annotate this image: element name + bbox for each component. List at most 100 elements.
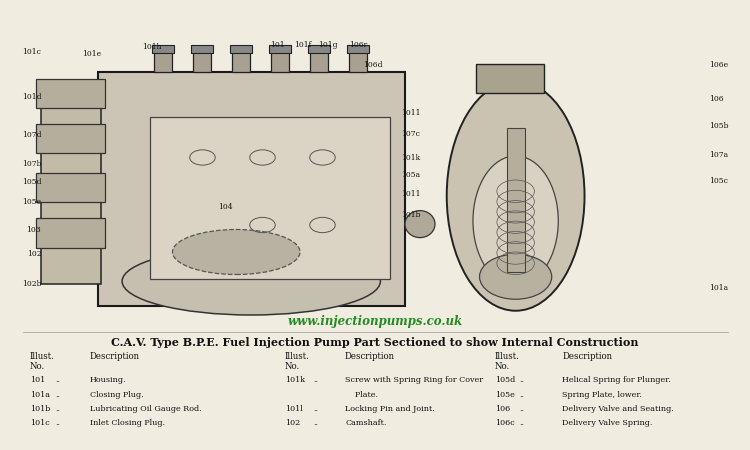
Text: Inlet Closing Plug.: Inlet Closing Plug.	[90, 419, 165, 428]
Text: Screw with Spring Ring for Cover: Screw with Spring Ring for Cover	[345, 376, 483, 384]
FancyBboxPatch shape	[98, 72, 405, 306]
Text: 101f: 101f	[294, 41, 311, 49]
Text: 101e: 101e	[82, 50, 101, 58]
Text: 106c: 106c	[495, 419, 514, 428]
Text: 101: 101	[270, 41, 285, 49]
Text: 105c: 105c	[709, 177, 728, 185]
Text: 105e: 105e	[495, 391, 514, 399]
Text: 101h: 101h	[142, 43, 161, 51]
Text: ..: ..	[314, 405, 319, 413]
Text: 107a: 107a	[709, 151, 728, 159]
Text: Helical Spring for Plunger.: Helical Spring for Plunger.	[562, 376, 671, 384]
FancyBboxPatch shape	[36, 218, 105, 248]
FancyBboxPatch shape	[150, 117, 390, 279]
Text: 101l: 101l	[285, 405, 303, 413]
Text: 107b: 107b	[22, 160, 41, 168]
FancyBboxPatch shape	[41, 90, 101, 284]
Text: 102: 102	[285, 419, 300, 428]
Ellipse shape	[473, 156, 558, 286]
Text: Spring Plate, lower.: Spring Plate, lower.	[562, 391, 642, 399]
Text: 106: 106	[709, 95, 723, 103]
Text: Plate.: Plate.	[345, 391, 378, 399]
Ellipse shape	[479, 254, 552, 299]
Text: 105b: 105b	[709, 122, 728, 130]
Ellipse shape	[447, 81, 584, 311]
Text: Description: Description	[562, 352, 613, 361]
Text: ..: ..	[55, 405, 60, 413]
FancyBboxPatch shape	[36, 173, 105, 202]
Text: 101g: 101g	[318, 41, 338, 49]
FancyBboxPatch shape	[36, 79, 105, 108]
Text: 107d: 107d	[22, 131, 41, 139]
Ellipse shape	[122, 248, 380, 315]
Text: 105d: 105d	[495, 376, 515, 384]
FancyBboxPatch shape	[507, 128, 525, 272]
Ellipse shape	[405, 211, 435, 238]
Text: 1011: 1011	[401, 190, 421, 198]
FancyBboxPatch shape	[349, 49, 367, 72]
Text: Description: Description	[90, 352, 140, 361]
Text: ..: ..	[314, 419, 319, 428]
FancyBboxPatch shape	[152, 45, 174, 53]
Text: C.A.V. Type B.P.E. Fuel Injection Pump Part Sectioned to show Internal Construct: C.A.V. Type B.P.E. Fuel Injection Pump P…	[111, 338, 639, 348]
Text: 104: 104	[217, 203, 232, 211]
Text: ..: ..	[520, 419, 525, 428]
Text: 101c: 101c	[30, 419, 50, 428]
Text: ..: ..	[520, 391, 525, 399]
Text: Illust.: Illust.	[285, 352, 310, 361]
Text: Locking Pin and Joint.: Locking Pin and Joint.	[345, 405, 435, 413]
Text: Lubricating Oil Gauge Rod.: Lubricating Oil Gauge Rod.	[90, 405, 202, 413]
Text: 101a: 101a	[30, 391, 50, 399]
Text: 102: 102	[27, 250, 41, 258]
Text: 101d: 101d	[22, 93, 41, 101]
Text: 105d: 105d	[22, 178, 41, 186]
Text: 101k: 101k	[401, 154, 420, 162]
FancyBboxPatch shape	[308, 45, 330, 53]
Text: ..: ..	[520, 405, 525, 413]
Text: 101b: 101b	[401, 211, 421, 219]
Text: ..: ..	[55, 419, 60, 428]
Text: 106e: 106e	[709, 61, 728, 69]
Text: Housing.: Housing.	[90, 376, 127, 384]
Text: ..: ..	[55, 391, 60, 399]
Text: Camshaft.: Camshaft.	[345, 419, 386, 428]
Text: 103: 103	[26, 226, 41, 234]
FancyBboxPatch shape	[230, 45, 252, 53]
FancyBboxPatch shape	[193, 49, 211, 72]
Text: 105e: 105e	[22, 198, 41, 207]
Text: No.: No.	[30, 362, 45, 371]
Ellipse shape	[172, 230, 300, 274]
FancyBboxPatch shape	[346, 45, 369, 53]
FancyBboxPatch shape	[190, 45, 213, 53]
Text: 106r: 106r	[350, 41, 368, 49]
Text: 106: 106	[495, 405, 510, 413]
Text: Delivery Valve Spring.: Delivery Valve Spring.	[562, 419, 652, 428]
FancyBboxPatch shape	[154, 49, 172, 72]
Text: 101c: 101c	[22, 48, 41, 56]
Text: No.: No.	[495, 362, 510, 371]
Text: 1011: 1011	[401, 109, 421, 117]
FancyBboxPatch shape	[268, 45, 291, 53]
Text: 102b: 102b	[22, 279, 41, 288]
FancyBboxPatch shape	[232, 49, 250, 72]
FancyBboxPatch shape	[36, 124, 105, 153]
Text: ..: ..	[520, 376, 525, 384]
Text: 106d: 106d	[363, 61, 382, 69]
Text: Closing Plug.: Closing Plug.	[90, 391, 144, 399]
Text: Delivery Valve and Seating.: Delivery Valve and Seating.	[562, 405, 674, 413]
Text: 101a: 101a	[709, 284, 728, 292]
FancyBboxPatch shape	[310, 49, 328, 72]
FancyBboxPatch shape	[476, 64, 544, 94]
Text: 105a: 105a	[401, 171, 420, 179]
Text: 101k: 101k	[285, 376, 305, 384]
Text: No.: No.	[285, 362, 300, 371]
FancyBboxPatch shape	[271, 49, 289, 72]
Text: 107c: 107c	[401, 130, 420, 138]
Text: www.injectionpumps.co.uk: www.injectionpumps.co.uk	[287, 315, 463, 328]
Text: ..: ..	[55, 376, 60, 384]
Text: Description: Description	[345, 352, 395, 361]
Text: Illust.: Illust.	[495, 352, 520, 361]
Text: 101b: 101b	[30, 405, 50, 413]
Text: 101: 101	[30, 376, 45, 384]
Text: ..: ..	[314, 376, 319, 384]
